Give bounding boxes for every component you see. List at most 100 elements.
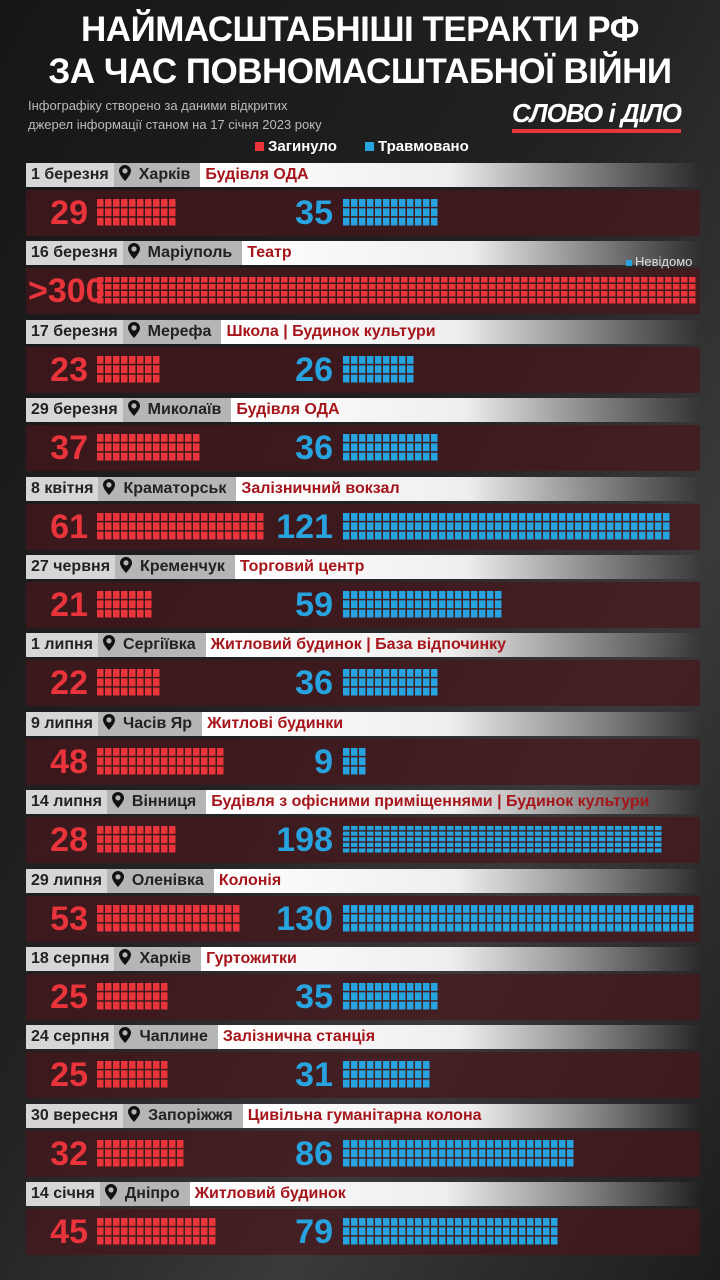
legend-killed: Загинуло (255, 138, 337, 155)
bars (97, 826, 663, 855)
bar (343, 904, 695, 933)
injured-value: 35 (295, 978, 333, 1016)
pin-icon (119, 949, 132, 965)
bar (343, 669, 439, 698)
target: Залізничний вокзал (236, 476, 700, 501)
bar (343, 1218, 559, 1247)
city-name: Мерефа (147, 322, 212, 340)
target: Житлові будинки (202, 711, 700, 736)
pin-icon (103, 713, 116, 730)
pin-shape (111, 792, 124, 809)
pin-icon (127, 400, 140, 417)
city-name: Запоріжжя (148, 1106, 233, 1124)
title: ЗА ЧАС ПОВНОМАСШТАБНОЇ ВІЙНИ (48, 52, 672, 91)
pin-shape (103, 478, 116, 495)
killed-value: 37 (50, 429, 88, 468)
killed-value: 53 (50, 899, 88, 938)
bar (343, 355, 415, 384)
logo: СЛОВО і ДІЛО (512, 98, 682, 133)
bar (97, 199, 177, 227)
city: Запоріжжя (123, 1103, 243, 1128)
pin-shape (127, 400, 140, 417)
bar (97, 1061, 169, 1090)
city: Мерефа (122, 319, 222, 344)
target: Театр (242, 241, 700, 266)
city: Вінниця (106, 790, 207, 815)
city: Краматорськ (98, 476, 237, 501)
event-header: 14 січня Дніпро Житловий будинок (26, 1182, 700, 1207)
city-name: Чаплине (139, 1028, 208, 1046)
date: 1 липня (26, 633, 99, 658)
pin-shape (119, 1027, 132, 1044)
bars (97, 1218, 559, 1247)
target: Будівля з офісними приміщеннями | Будино… (206, 790, 700, 815)
injured-value: 86 (295, 1134, 333, 1173)
date: 14 липня (26, 790, 107, 815)
pin-icon (128, 1105, 141, 1122)
killed-value: 61 (50, 507, 88, 546)
bar (97, 983, 169, 1011)
pin-icon (111, 870, 124, 887)
date: 24 серпня (26, 1025, 115, 1050)
injured-value: 79 (295, 1213, 333, 1252)
subtitle: Інфографіку створено за даними відкритих (28, 98, 288, 113)
injured-value: 36 (295, 429, 333, 468)
city-name: Харків (139, 950, 192, 967)
bar (343, 747, 367, 776)
bar (97, 355, 161, 384)
injured-value: 26 (295, 350, 333, 389)
date: 18 серпня (26, 947, 115, 971)
event-header: 27 червня Кременчук Торговий центр (26, 555, 700, 579)
event-header: 14 липня Вінниця Будівля з офісними приміщ… (26, 790, 700, 815)
target: Цивільна гуманітарна колона (242, 1103, 700, 1128)
bar (97, 826, 177, 855)
bars (97, 355, 415, 384)
city-name: Часів Яр (123, 714, 193, 732)
bars (97, 747, 367, 776)
bars (97, 277, 697, 306)
target: Торговий центр (234, 555, 700, 579)
date: 29 липня (26, 868, 107, 893)
city: Маріуполь (122, 241, 243, 266)
city-name: Краматорськ (123, 479, 227, 497)
bar (343, 199, 439, 227)
target: Будівля ОДА (231, 398, 700, 423)
event-header: 29 липня Оленівка Колонія (26, 868, 700, 893)
city: Оленівка (106, 868, 214, 893)
killed-value: 48 (50, 742, 88, 781)
event-header: 24 серпня Чаплине Залізнична станція (26, 1025, 700, 1050)
pin-shape (104, 1184, 117, 1201)
legend-label: Загинуло (268, 138, 337, 155)
bars (97, 983, 439, 1011)
target: Школа | Будинок культури (221, 319, 700, 344)
date: 9 липня (26, 711, 99, 736)
legend-swatch (365, 142, 374, 151)
bar (97, 747, 225, 776)
city-name: Дніпро (124, 1185, 180, 1203)
target: Гуртожитки (201, 947, 700, 971)
injured-value: 35 (295, 194, 333, 232)
city: Сергіївка (98, 633, 206, 658)
date: 27 червня (26, 555, 116, 579)
event-header: 8 квітня Краматорськ Залізничний вокзал (26, 476, 700, 501)
bars (97, 199, 439, 227)
pin-shape (118, 165, 131, 181)
bar (343, 826, 663, 855)
date: 29 березня (26, 398, 123, 423)
bars (97, 434, 439, 463)
pin-icon (103, 478, 116, 495)
bars (97, 1139, 575, 1168)
event-header: 29 березня Миколаїв Будівля ОДА (26, 398, 700, 423)
event-header: 1 березня Харків Будівля ОДА (26, 163, 700, 187)
bars (97, 669, 439, 698)
legend-injured: Травмовано (365, 138, 469, 155)
legend-label: Травмовано (378, 138, 469, 155)
target: Колонія (213, 868, 700, 893)
bars (97, 591, 503, 619)
city: Харків (113, 163, 201, 187)
killed-value: 45 (50, 1213, 88, 1252)
event-header: 30 вересня Запоріжжя Цивільна гуманітарна … (26, 1103, 700, 1128)
pin-icon (104, 1184, 117, 1201)
event-header: 18 серпня Харків Гуртожитки (26, 947, 700, 971)
